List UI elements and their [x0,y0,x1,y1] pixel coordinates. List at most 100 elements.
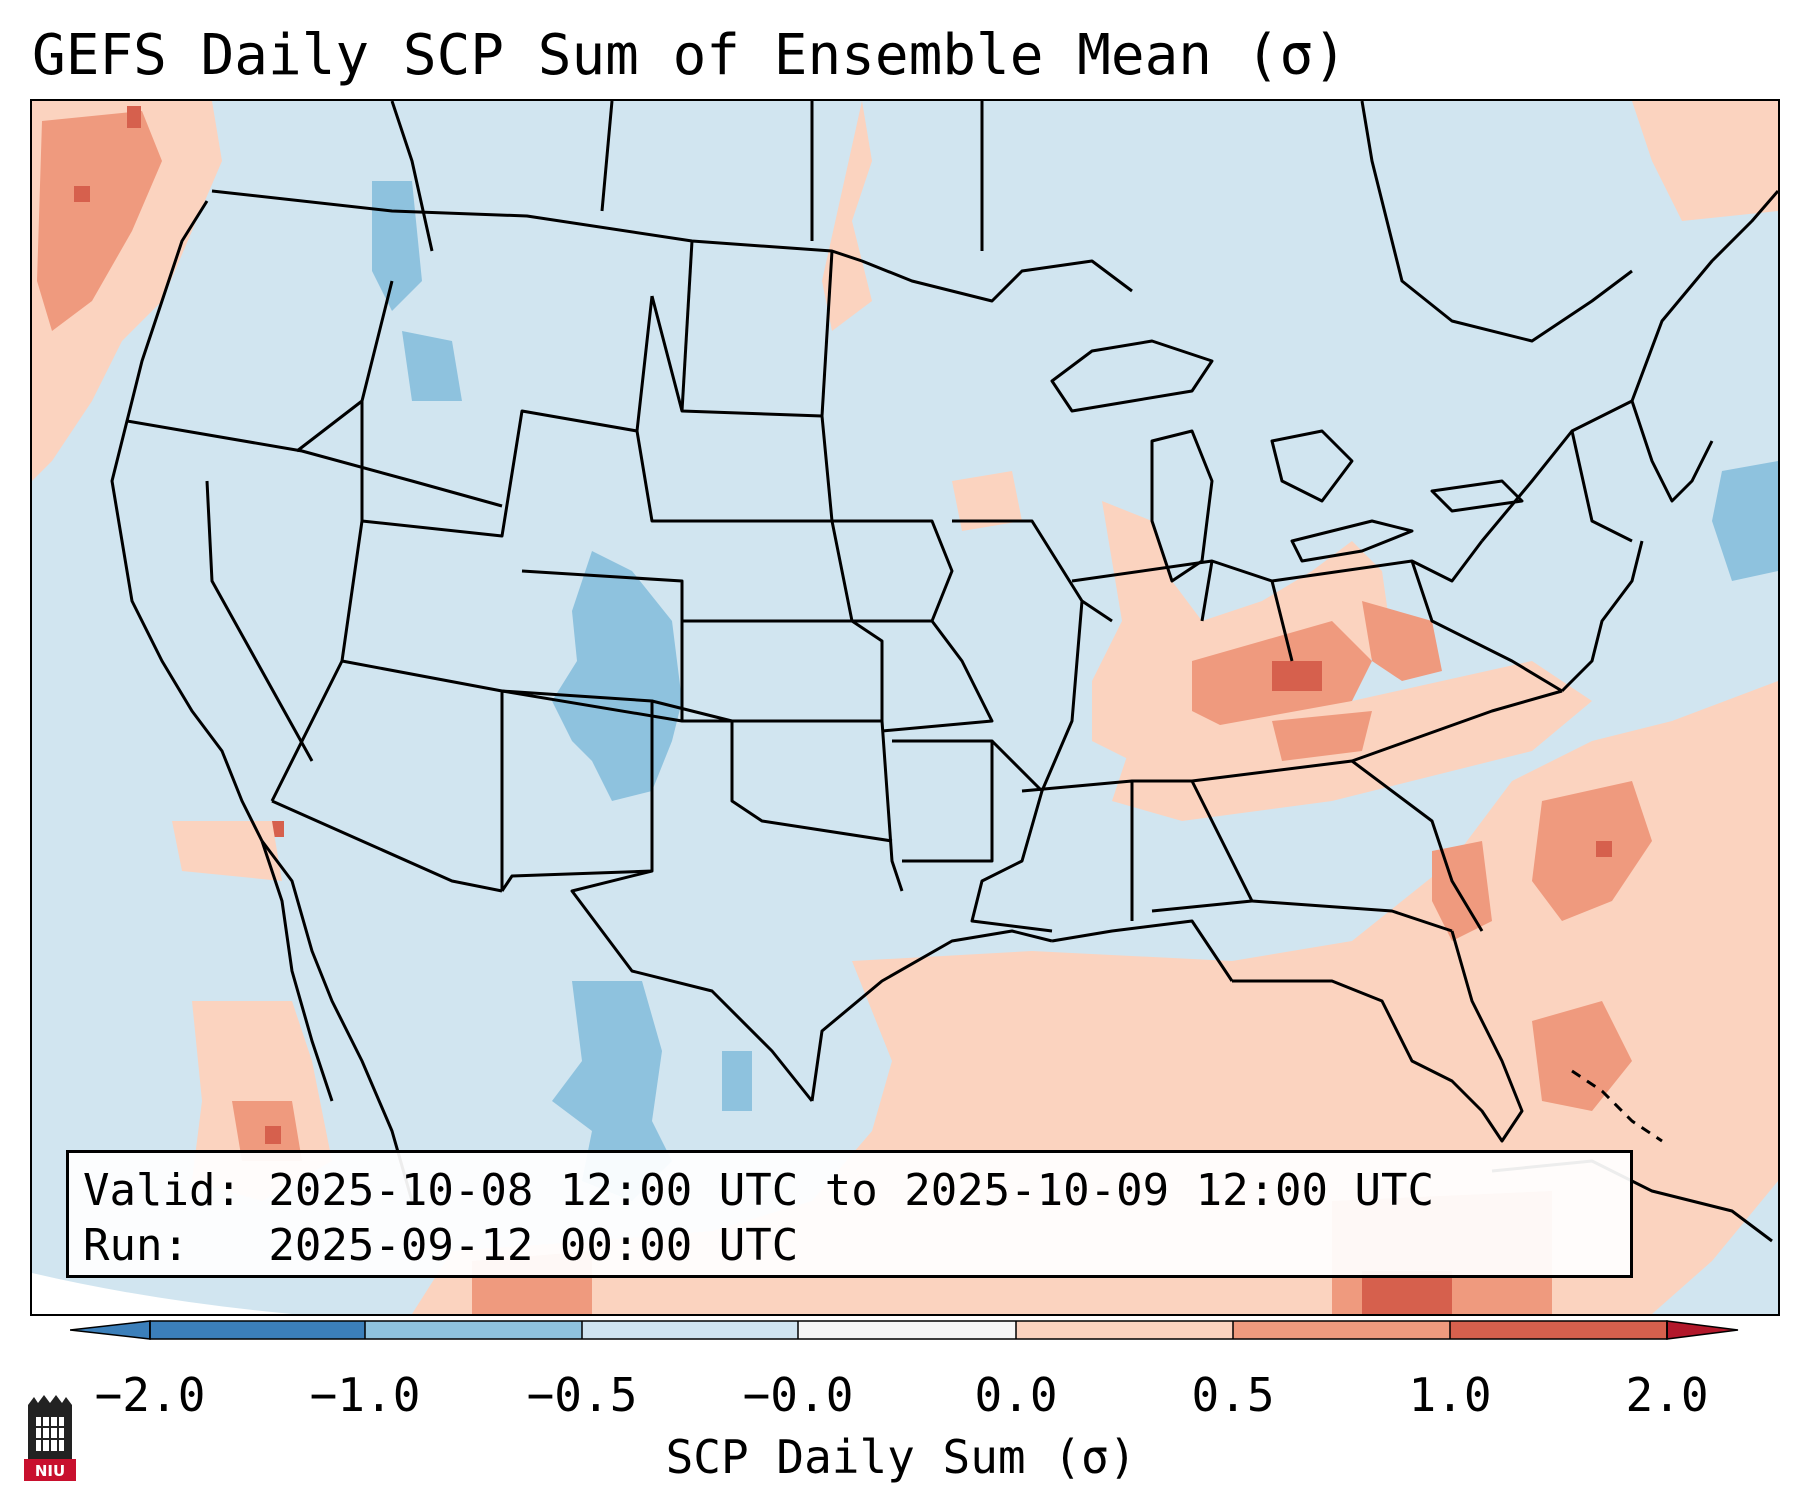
ga-sc-border [1351,759,1484,932]
ks-mo-border [851,619,884,721]
valid-run-info-box: Valid: 2025-10-08 12:00 UTC to 2025-10-0… [66,1150,1633,1278]
anomaly-carolina-offshore [1532,781,1652,921]
fl-border [1251,899,1453,933]
map-panel [30,99,1780,1316]
quebec-border [1360,101,1633,343]
nv-east-border [270,401,364,802]
il-border [952,519,1113,623]
anomaly-southern-california [172,821,282,881]
co-border [501,569,684,723]
new-england [1630,400,1714,503]
bahamas [1571,1069,1663,1143]
tx-panhandle [651,699,893,843]
anomaly-cell [402,331,462,401]
va-border [1410,560,1563,693]
projection-edge-left [32,1273,292,1314]
colorbar-extend-high [1666,1320,1739,1340]
lake-michigan [1150,429,1214,583]
anomaly-caribbean-max [1362,1271,1452,1314]
canada-line [600,101,614,212]
run-time-text: Run: 2025-09-12 00:00 UTC [83,1220,799,1271]
niu-logo-icon: NIU [24,1395,76,1481]
baja-peninsula [260,840,334,1102]
colorbar-extend-low [70,1320,151,1340]
rio-grande [570,869,814,1102]
colorbar-segment [365,1321,582,1339]
colorbar-tick-label: −2.0 [94,1368,206,1422]
colorbar-tick-label: 0.0 [974,1368,1058,1422]
sd-border [650,295,834,522]
nd-mn-border [820,250,834,417]
texas-coast [810,929,1053,1102]
anomaly-cell [265,1126,281,1144]
anomaly-tennessee-core [1272,711,1372,761]
pa-border [1271,540,1484,583]
tn-nc-border [1191,689,1563,783]
ca-nv-border [205,480,314,762]
anomaly-cell [74,186,90,202]
wy-border [361,295,654,538]
anomaly-cell [952,471,1022,531]
projection-edge-right [1672,1181,1778,1314]
anomaly-bahamas [1532,1001,1632,1111]
colorbar-label: SCP Daily Sum (σ) [665,1430,1137,1484]
west-coast [110,200,264,842]
lake-huron [1270,429,1354,503]
colorbar-tick-label: 2.0 [1625,1368,1709,1422]
al-ga-border [1132,779,1254,913]
us-mexico-border [271,799,503,893]
colorbar-segment [582,1321,798,1339]
colorbar-segment [1233,1321,1450,1339]
mo-border [881,620,994,733]
anomaly-dakotas [822,101,872,331]
colorbar-tick-label: −1.0 [309,1368,421,1422]
iowa-border [832,519,954,623]
il-in-border [1040,600,1084,792]
nd-mt-border [680,240,694,412]
lake-superior [1050,339,1214,413]
in-oh-border [1200,560,1214,622]
anomaly-kentucky-max [1272,661,1322,691]
la-ms-border [970,739,1053,933]
anomaly-cell [127,106,141,128]
anomaly-atlantic-negative [1712,461,1778,581]
ny-border [1480,399,1633,542]
ar-border [892,739,994,863]
colorbar [70,1320,1739,1340]
colorbar-tick-label: 1.0 [1408,1368,1492,1422]
anomaly-cell [1596,841,1612,857]
oh-border [1071,559,1294,662]
gulf-coast [1051,919,1234,982]
colorbar-tick-label: −0.0 [742,1368,854,1422]
map-canvas [32,101,1778,1314]
maine-coast [1630,190,1778,402]
nj-border [1570,430,1633,543]
colorbar-segment [1450,1321,1667,1339]
anomaly-nova-scotia [1632,101,1778,221]
ok-tx-border [682,719,904,892]
colorbar-segment [798,1321,1016,1339]
colorbar-tick-label: −0.5 [526,1368,638,1422]
us-canada-border [211,189,1133,303]
florida-coast [1232,930,1524,1143]
colorbar-tick-label: 0.5 [1191,1368,1275,1422]
anomaly-idaho [372,181,422,311]
mexico-west-coast [260,840,414,1202]
colorbar-segment [150,1321,365,1339]
map-title: GEFS Daily SCP Sum of Ensemble Mean (σ) [32,23,1347,88]
canada-line [390,101,434,252]
lake-erie [1290,519,1414,563]
anomaly-west-virginia [1362,601,1442,681]
or-ca-border [126,419,503,508]
valid-time-text: Valid: 2025-10-08 12:00 UTC to 2025-10-0… [83,1165,1435,1216]
anomaly-cell [722,1051,752,1111]
svg-text:NIU: NIU [35,1462,65,1480]
boundaries [110,101,1778,1243]
anomaly-colorado [552,551,682,801]
anomaly-west-texas [552,981,672,1201]
colorbar-segment [1016,1321,1233,1339]
east-coast [1560,540,1644,693]
anomaly-pacific-northwest-core [37,111,162,331]
lake-ontario [1430,479,1524,513]
